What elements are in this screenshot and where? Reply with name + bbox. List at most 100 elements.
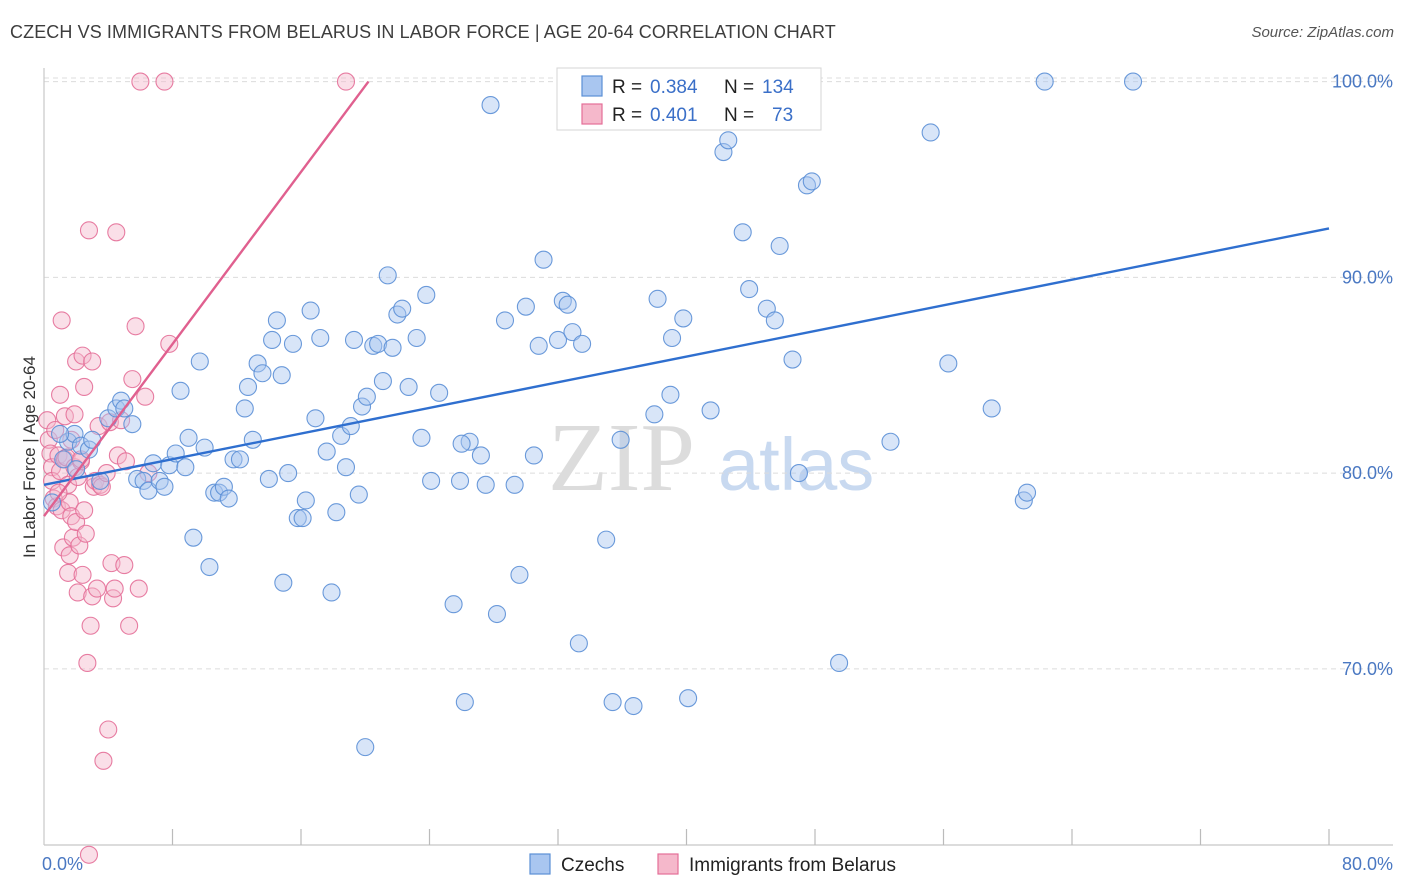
- belarus-point: [73, 565, 92, 584]
- czech-point: [921, 123, 940, 142]
- czech-point: [534, 250, 553, 269]
- watermark-zip: ZIP: [548, 404, 695, 512]
- belarus-point: [59, 563, 78, 582]
- czech-point: [783, 350, 802, 369]
- czech-point: [982, 399, 1001, 418]
- legend-belarus-r-value: 0.401: [650, 105, 698, 126]
- czech-point: [1123, 72, 1143, 91]
- czech-point: [802, 172, 821, 191]
- czech-point: [383, 338, 402, 357]
- czech-point: [548, 330, 568, 350]
- czech-point: [214, 477, 233, 496]
- czech-point: [422, 471, 441, 490]
- legend-belarus-swatch: [581, 103, 603, 125]
- czech-point: [259, 469, 278, 488]
- czech-point: [83, 430, 102, 449]
- belarus-trend-line: [43, 80, 370, 517]
- belarus-point: [99, 720, 118, 739]
- czech-point: [569, 634, 588, 653]
- belarus-point: [107, 223, 126, 242]
- belarus-point: [73, 346, 92, 365]
- x-tick-label-max: 80.0%: [1342, 854, 1393, 874]
- belarus-point: [52, 311, 71, 330]
- czech-point: [357, 387, 376, 406]
- czech-point: [388, 305, 407, 324]
- legend-box: R = 0.384 N = 134 R = 0.401 N = 73: [556, 67, 822, 131]
- legend-czech-r-label: R =: [612, 77, 642, 98]
- belarus-point: [160, 334, 179, 353]
- belarus-point: [70, 536, 89, 555]
- belarus-point: [62, 430, 81, 449]
- legend-czech-swatch: [581, 75, 603, 97]
- czech-point: [253, 364, 272, 383]
- czech-point: [719, 131, 738, 150]
- czech-point: [238, 377, 258, 396]
- belarus-point: [120, 616, 139, 635]
- axes: 70.0% 80.0% 90.0% 100.0%: [43, 68, 1393, 846]
- legend-czech-n-value: 134: [762, 77, 794, 98]
- czech-point: [336, 458, 356, 477]
- belarus-point: [39, 430, 58, 449]
- y-tick-label: 70.0%: [1342, 659, 1393, 679]
- czech-point: [444, 595, 463, 614]
- bottom-legend-belarus-swatch: [657, 853, 679, 875]
- czech-point: [274, 573, 293, 592]
- czech-point: [452, 434, 471, 453]
- bottom-legend: Czechs Immigrants from Belarus: [529, 853, 896, 876]
- y-tick-label: 80.0%: [1342, 463, 1393, 483]
- czech-point: [332, 426, 351, 445]
- chart-source: Source: ZipAtlas.com: [1251, 24, 1394, 41]
- czech-point: [417, 285, 436, 304]
- czech-point: [450, 471, 470, 490]
- czech-point: [224, 450, 243, 469]
- czech-point: [155, 477, 174, 496]
- belarus-point: [336, 72, 356, 91]
- czech-point: [341, 417, 360, 436]
- czech-point: [740, 280, 759, 299]
- czech-point: [674, 309, 693, 328]
- y-tick-label: 100.0%: [1332, 72, 1393, 92]
- czech-point: [123, 415, 142, 434]
- czech-point: [283, 334, 303, 353]
- czech-point: [733, 223, 752, 242]
- czech-point: [939, 354, 958, 373]
- czech-point: [296, 491, 315, 510]
- czech-point: [317, 442, 336, 461]
- czech-point: [645, 405, 664, 424]
- czech-point: [54, 450, 73, 469]
- czech-point: [662, 328, 682, 348]
- czech-point: [210, 483, 229, 502]
- czech-point: [529, 336, 548, 355]
- czech-point: [624, 696, 643, 716]
- czech-point: [789, 464, 808, 483]
- belarus-point: [115, 556, 134, 575]
- czech-point: [248, 354, 267, 373]
- czech-point: [356, 738, 375, 757]
- czech-point: [563, 323, 582, 342]
- czech-point: [352, 397, 372, 416]
- trend-lines: [43, 80, 1330, 517]
- czech-point: [430, 383, 449, 402]
- czech-point: [306, 409, 325, 428]
- czech-point: [79, 440, 99, 459]
- belarus-point: [49, 483, 68, 502]
- belarus-point: [60, 546, 79, 565]
- belarus-point: [76, 524, 95, 543]
- czech-point: [407, 328, 426, 348]
- belarus-point: [129, 579, 148, 598]
- y-axis-label: In Labor Force | Age 20-64: [20, 356, 39, 558]
- czech-point: [293, 509, 312, 528]
- belarus-point: [81, 616, 100, 635]
- legend-belarus-n-value: 73: [772, 105, 793, 126]
- czech-point: [516, 297, 535, 316]
- czech-point: [495, 311, 515, 330]
- bottom-legend-czech-swatch: [529, 853, 551, 875]
- czech-point: [349, 485, 368, 504]
- czech-point: [573, 334, 592, 353]
- czech-point: [176, 458, 195, 477]
- czech-trend-line: [43, 227, 1330, 486]
- legend-belarus-n-label: N =: [724, 105, 754, 126]
- czech-point: [558, 295, 577, 314]
- czech-point: [487, 604, 507, 624]
- belarus-point: [65, 405, 84, 424]
